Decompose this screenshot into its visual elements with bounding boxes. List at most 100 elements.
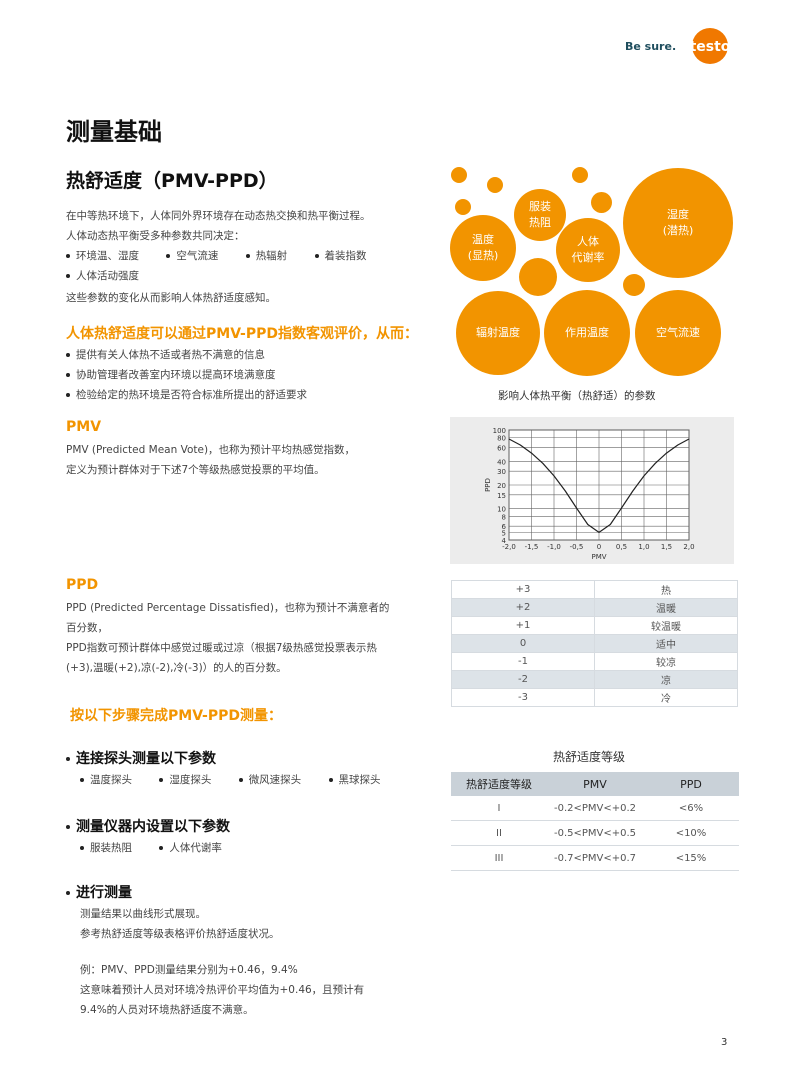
example-line: 这意味着预计人员对环境冷热评价平均值为+0.46，且预计有 [80,984,365,996]
x-tick-label: -1,0 [547,543,561,551]
x-tick-label: 2,0 [683,543,694,551]
probe-item: 微风速探头 [239,774,302,786]
table-row: III -0.7<PMV<+0.7 <15% [451,845,739,871]
pmv-ppd-chart: 4 5 6 8 10 15 20 30 40 60 80 100 -2,0 -1,5 -1,0 -0,5 0 0,… [450,417,734,564]
param-list: 环境温、湿度 空气流速 热辐射 着装指数 [66,246,436,266]
intro-line: 在中等热环境下，人体同外界环境存在动态热交换和热平衡过程。 [66,210,371,222]
table-row: II -0.5<PMV<+0.5 <10% [451,820,739,846]
x-tick-label: -1,5 [525,543,539,551]
small-bubble [572,167,588,183]
step-1: 连接探头测量以下参数 温度探头 湿度探头 微风速探头 黑球探头 [66,748,405,790]
eval-list: 提供有关人体热不适或者热不满意的信息 协助管理者改善室内环境以提高环境满意度 检… [66,345,307,405]
step-line: 参考热舒适度等级表格评价热舒适度状况。 [80,928,280,940]
param-item: 环境温、湿度 [66,250,139,262]
step-line: 测量结果以曲线形式展现。 [80,908,206,920]
bubble-radiant: 辐射温度 [456,291,540,375]
table-row: -1 较凉 [451,652,738,671]
bubble-airflow: 空气流速 [635,290,721,376]
bubble-operative: 作用温度 [544,290,630,376]
intro: 在中等热环境下，人体同外界环境存在动态热交换和热平衡过程。 人体动态热平衡受多种… [66,206,436,308]
vote-cell: +2 [451,598,595,617]
bubble-temperature: 温度 (显热) [450,215,516,281]
probe-list: 温度探头 湿度探头 微风速探头 黑球探头 [80,770,405,790]
eval-item: 提供有关人体热不适或者热不满意的信息 [66,345,307,365]
table-row: I -0.2<PMV<+0.2 <6% [451,796,739,821]
intro-line: 这些参数的变化从而影响人体热舒适度感知。 [66,292,276,304]
setting-item: 服装热阻 [80,842,132,854]
x-tick-label: 0,5 [616,543,627,551]
table-cell: I [451,796,547,821]
eval-item: 协助管理者改善室内环境以提高环境满意度 [66,365,307,385]
step-3: 进行测量 测量结果以曲线形式展现。 参考热舒适度等级表格评价热舒适度状况。 例：… [66,882,364,1020]
thermal-scale-table: +3 热 +2 温暖 +1 较温暖 0 适中 -1 较凉 -2 凉 -3 冷 [451,580,738,707]
column-header: 热舒适度等级 [451,772,547,796]
y-tick-label: 6 [502,523,507,531]
column-header: PMV [547,772,643,796]
table-cell: III [451,845,547,871]
svg-text:Be sure.: Be sure. [625,40,676,53]
table-cell: II [451,820,547,846]
table-row: -2 凉 [451,670,738,689]
small-bubble [623,274,645,296]
x-tick-label: 1,0 [638,543,649,551]
ppd-heading: PPD [66,577,99,593]
probe-item: 湿度探头 [159,774,211,786]
vote-cell: +3 [451,580,595,599]
small-bubble [455,199,471,215]
sensation-cell: 适中 [594,634,738,653]
example-line: 例：PMV、PPD测量结果分别为+0.46，9.4% [80,964,298,976]
vote-cell: 0 [451,634,595,653]
table-row: +2 温暖 [451,598,738,617]
small-bubble [451,167,467,183]
step-title: 测量仪器内设置以下参数 [66,816,246,836]
vote-cell: -2 [451,670,595,689]
step-2: 测量仪器内设置以下参数 服装热阻 人体代谢率 [66,816,246,858]
setting-list: 服装热阻 人体代谢率 [80,838,246,858]
y-tick-label: 20 [497,482,506,490]
column-header: PPD [643,772,739,796]
probe-item: 黑球探头 [329,774,381,786]
param-item: 空气流速 [166,250,218,262]
bubble-humidity: 湿度 (潜热) [623,168,733,278]
small-bubble [487,177,503,193]
ppd-line: PPD指数可预计群体中感觉过暖或过凉（根据7级热感觉投票表示热 [66,642,377,654]
steps-heading: 按以下步骤完成PMV-PPD测量： [70,708,282,724]
x-tick-label: 1,5 [661,543,672,551]
comfort-class-table: 热舒适度等级 PMV PPD I -0.2<PMV<+0.2 <6% II -0.5<P… [451,772,739,871]
ppd-text: PPD (Predicted Percentage Dissatisfied)，… [66,598,389,678]
y-tick-label: 5 [502,529,506,537]
table-row: 0 适中 [451,634,738,653]
table-cell: -0.5<PMV<+0.5 [547,820,643,846]
table-cell: -0.7<PMV<+0.7 [547,845,643,871]
y-tick-label: 15 [497,492,506,500]
page-title: 测量基础 [66,118,162,146]
comfort-table-caption: 热舒适度等级 [553,750,626,764]
vote-cell: -1 [451,652,595,671]
y-tick-label: 60 [497,444,506,452]
vote-cell: +1 [451,616,595,635]
table-cell: <6% [643,796,739,821]
small-bubble [591,192,612,213]
sensation-cell: 凉 [594,670,738,689]
table-cell: <15% [643,845,739,871]
y-tick-label: 4 [502,537,507,545]
ppd-line: (+3),温暖(+2),凉(-2),冷(-3)）的人的百分数。 [66,662,287,674]
intro-line: 人体动态热平衡受多种参数共同决定： [66,230,245,242]
y-axis-label: PPD [484,478,492,492]
pmv-line: PMV (Predicted Mean Vote)，也称为预计平均热感觉指数， [66,444,356,456]
step-title: 连接探头测量以下参数 [66,748,405,768]
param-item: 人体活动强度 [66,266,436,286]
small-bubble [519,258,557,296]
x-tick-label: -0,5 [570,543,584,551]
ppd-line: PPD (Predicted Percentage Dissatisfied)，… [66,602,390,614]
x-axis-label: PMV [591,553,606,561]
ppd-line: 百分数， [66,622,108,634]
sensation-cell: 热 [594,580,738,599]
section-title: 热舒适度（PMV-PPD） [66,170,278,192]
probe-item: 温度探头 [80,774,132,786]
sensation-cell: 较凉 [594,652,738,671]
pmv-text: PMV (Predicted Mean Vote)，也称为预计平均热感觉指数， … [66,440,355,480]
table-row: +3 热 [451,580,738,599]
